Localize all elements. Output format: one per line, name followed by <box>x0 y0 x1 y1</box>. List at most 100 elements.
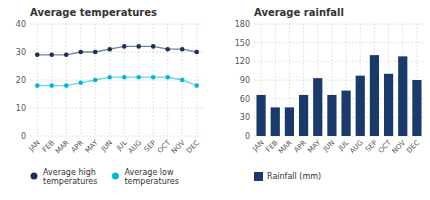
y-tick-label: 40 <box>16 20 26 29</box>
marks <box>35 44 199 88</box>
grid-line <box>167 24 168 136</box>
chart-title: Average temperatures <box>30 7 157 18</box>
point <box>122 75 127 80</box>
point <box>194 50 199 55</box>
bar <box>313 78 322 136</box>
line <box>37 46 197 54</box>
bar <box>256 95 265 136</box>
legend-item: Rainfall (mm) <box>254 172 321 181</box>
y-tick-label: 60 <box>240 95 250 104</box>
chart-line: Average temperatures010203040JANFEBMARAP… <box>16 7 204 186</box>
legend-item: Average hightemperatures <box>31 168 98 186</box>
x-tick-label: APR <box>70 139 86 155</box>
legend-label-line: Average high <box>43 168 96 177</box>
legend-label: Rainfall (mm) <box>267 172 321 181</box>
chart-root: Average temperatures010203040JANFEBMARAP… <box>0 0 430 200</box>
x-tick-label: OCT <box>377 138 394 155</box>
point <box>64 83 69 88</box>
point <box>107 75 112 80</box>
point <box>35 53 40 58</box>
chart-bar: Average rainfall0306090120150180JANFEBMA… <box>235 7 424 181</box>
bar <box>271 107 280 136</box>
point <box>180 78 185 83</box>
x-tick-label: DEC <box>405 139 421 155</box>
x-tick-label: SEP <box>143 139 158 154</box>
x-tick-label: APR <box>293 139 309 155</box>
x-tick-label: MAY <box>84 138 100 154</box>
point <box>35 83 40 88</box>
point <box>49 53 54 58</box>
grid-line <box>30 108 204 109</box>
grid-line <box>124 24 125 136</box>
x-tick-label: FEB <box>41 139 56 154</box>
legend-label-line: Rainfall (mm) <box>267 172 321 181</box>
bar <box>412 80 421 136</box>
point <box>64 53 69 58</box>
point <box>194 83 199 88</box>
x-tick-label: SEP <box>364 139 379 154</box>
y-tick-label: 30 <box>240 113 250 122</box>
point <box>107 47 112 52</box>
bar <box>384 74 393 136</box>
point <box>151 44 156 49</box>
bar <box>341 91 350 136</box>
marks <box>256 55 421 136</box>
bar <box>356 76 365 136</box>
x-tick-label: JAN <box>27 139 42 154</box>
y-tick-label: 0 <box>21 132 26 141</box>
legend-label-line: Average low <box>124 168 174 177</box>
grid-line <box>254 42 424 43</box>
legend-item: Average lowtemperatures <box>112 168 179 186</box>
point <box>165 47 170 52</box>
x-tick-label: NOV <box>170 139 187 156</box>
grid-line <box>254 24 424 25</box>
legend-swatch <box>112 173 119 180</box>
grid-line <box>37 24 38 136</box>
grid-line <box>66 24 67 136</box>
grid-line <box>153 24 154 136</box>
bar <box>285 107 294 136</box>
x-tick-label: MAR <box>277 139 294 156</box>
x-tick-label: DEC <box>185 139 201 155</box>
x-tick-label: JUN <box>99 139 114 154</box>
x-tick-label: NOV <box>391 139 408 156</box>
x-tick-label: JAN <box>251 139 266 154</box>
y-tick-label: 0 <box>245 132 250 141</box>
bar <box>398 56 407 136</box>
point <box>49 83 54 88</box>
legend-swatch <box>254 172 263 181</box>
y-tick-label: 120 <box>235 57 250 66</box>
legend-label: Average lowtemperatures <box>124 168 178 186</box>
point <box>151 75 156 80</box>
grid-line <box>51 24 52 136</box>
legend-label-line: temperatures <box>43 177 97 186</box>
legend-label-line: temperatures <box>124 177 178 186</box>
grid-line <box>30 52 204 53</box>
y-tick-label: 150 <box>235 39 250 48</box>
point <box>122 44 127 49</box>
x-tick-label: MAR <box>54 139 71 156</box>
legend-swatch <box>31 173 38 180</box>
y-tick-label: 180 <box>235 20 250 29</box>
point <box>165 75 170 80</box>
bar <box>299 95 308 136</box>
grid-line <box>80 24 81 136</box>
grid-line <box>109 24 110 136</box>
grid-line <box>30 136 204 137</box>
point <box>78 50 83 55</box>
y-tick-label: 20 <box>16 76 26 85</box>
chart-title: Average rainfall <box>254 7 344 18</box>
point <box>180 47 185 52</box>
grid-line <box>196 24 197 136</box>
grid-line <box>138 24 139 136</box>
point <box>136 44 141 49</box>
point <box>136 75 141 80</box>
x-tick-label: MAY <box>306 138 322 154</box>
x-tick-label: AUG <box>348 139 365 156</box>
x-tick-label: AUG <box>127 139 144 156</box>
bar <box>370 55 379 136</box>
y-tick-label: 30 <box>16 48 26 57</box>
point <box>78 81 83 86</box>
grid-line <box>30 24 204 25</box>
x-tick-label: OCT <box>156 138 173 155</box>
